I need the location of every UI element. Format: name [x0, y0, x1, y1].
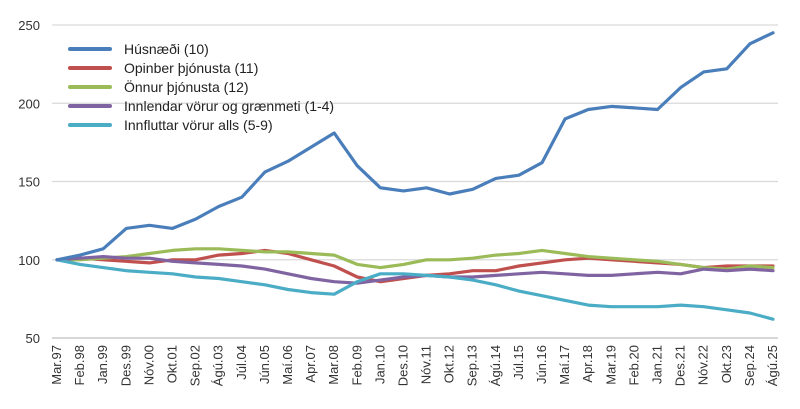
legend-label: Innfluttar vörur alls (5-9) [124, 117, 273, 133]
series-line-2 [55, 247, 775, 271]
x-tick-label: Júl.15 [511, 345, 526, 380]
legend: Húsnæði (10) Opinber þjónusta (11) Önnur þ… [68, 41, 334, 133]
x-tick-label: Feb.09 [349, 345, 364, 385]
y-tick-label: 200 [18, 96, 40, 111]
x-tick-label: Sep.13 [465, 345, 480, 386]
x-tick-label: Ágú.14 [488, 345, 503, 386]
y-axis-ticks: 50 100 150 200 250 [18, 18, 40, 346]
y-tick-label: 50 [26, 331, 40, 346]
x-tick-label: Mar.97 [49, 345, 64, 385]
x-tick-label: Mar.08 [326, 345, 341, 385]
x-tick-label: Sep.02 [188, 345, 203, 386]
y-tick-label: 250 [18, 18, 40, 33]
x-tick-label: Apr.07 [303, 345, 318, 383]
x-tick-label: Okt.01 [164, 345, 179, 383]
legend-label: Önnur þjónusta (12) [124, 78, 249, 95]
x-tick-label: Des.99 [118, 345, 133, 386]
x-tick-label: Okt.23 [719, 345, 734, 383]
series-lines [55, 31, 775, 321]
x-tick-label: Maí.17 [557, 345, 572, 385]
x-tick-label: Nóv.22 [696, 345, 711, 385]
x-tick-label: Apr.18 [580, 345, 595, 383]
x-tick-label: Maí.06 [280, 345, 295, 385]
x-tick-label: Nóv.11 [419, 345, 434, 384]
x-tick-label: Jan.99 [95, 345, 110, 384]
y-tick-label: 150 [18, 175, 40, 190]
x-tick-label: Jan.21 [650, 345, 665, 384]
y-tick-label: 100 [18, 253, 40, 268]
x-tick-label: Des.10 [395, 345, 410, 386]
x-tick-label: Feb.20 [626, 345, 641, 385]
x-tick-label: Ágú.03 [211, 345, 226, 386]
x-tick-label: Okt.12 [442, 345, 457, 383]
legend-label: Innlendar vörur og grænmeti (1-4) [124, 98, 334, 114]
series-line-4 [55, 258, 775, 321]
x-tick-label: Jún.05 [257, 345, 272, 384]
x-tick-label: Des.21 [673, 345, 688, 386]
x-tick-label: Júl.04 [234, 345, 249, 380]
x-tick-label: Nóv.00 [141, 345, 156, 385]
x-tick-label: Jún.16 [534, 345, 549, 384]
x-tick-label: Mar.19 [603, 345, 618, 385]
legend-label: Húsnæði (10) [124, 41, 209, 57]
legend-label: Opinber þjónusta (11) [124, 60, 258, 76]
x-tick-label: Feb.98 [72, 345, 87, 385]
x-tick-label: Jan.10 [372, 345, 387, 384]
x-tick-label: Sep.24 [742, 345, 757, 386]
x-tick-label: Ágú.25 [765, 345, 780, 386]
series-line-0 [55, 31, 775, 262]
x-axis-ticks: Mar.97 Feb.98 Jan.99 Des.99 Nóv.00 Okt.01 Sep.… [49, 345, 780, 386]
